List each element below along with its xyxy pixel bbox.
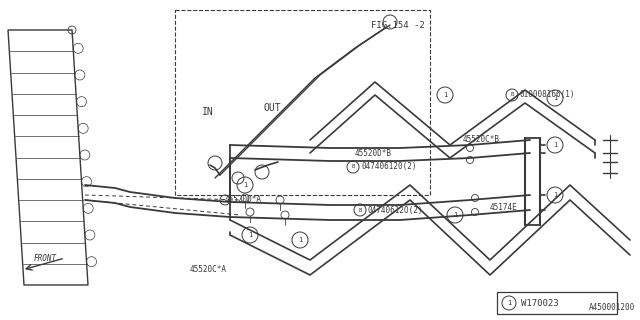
- Text: 45520C*B: 45520C*B: [463, 135, 500, 145]
- Text: 45520D*A: 45520D*A: [225, 196, 262, 204]
- Text: 04740612O(2): 04740612O(2): [368, 205, 424, 214]
- Polygon shape: [8, 30, 88, 285]
- Text: 45520D*B: 45520D*B: [355, 148, 392, 157]
- Text: 047406120(2): 047406120(2): [361, 163, 417, 172]
- Text: W170023: W170023: [521, 299, 559, 308]
- Text: 1: 1: [453, 212, 457, 218]
- Text: IN: IN: [202, 107, 214, 117]
- Text: 45174E: 45174E: [490, 203, 518, 212]
- Text: 1: 1: [243, 182, 247, 188]
- Text: 1: 1: [553, 192, 557, 198]
- Text: 1: 1: [298, 237, 302, 243]
- Text: B: B: [510, 92, 514, 98]
- Text: 1: 1: [553, 95, 557, 101]
- Text: 1: 1: [507, 300, 511, 306]
- Bar: [497, 292, 617, 314]
- Text: FIG.154 -2: FIG.154 -2: [371, 20, 425, 29]
- Bar: [175, 10, 430, 195]
- Text: FRONT: FRONT: [33, 254, 56, 263]
- Text: 1: 1: [443, 92, 447, 98]
- Text: B: B: [358, 207, 362, 212]
- Text: B: B: [351, 164, 355, 170]
- Text: 010008166(1): 010008166(1): [520, 91, 575, 100]
- Text: 1: 1: [248, 232, 252, 238]
- Text: A450001200: A450001200: [589, 303, 635, 312]
- Text: OUT: OUT: [263, 103, 281, 113]
- Text: 45520C*A: 45520C*A: [190, 266, 227, 275]
- Text: 1: 1: [553, 142, 557, 148]
